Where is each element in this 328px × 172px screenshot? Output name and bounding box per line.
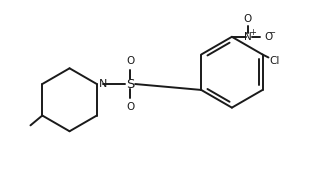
- Text: N: N: [244, 32, 252, 42]
- Text: N: N: [99, 79, 107, 89]
- Text: +: +: [249, 28, 256, 37]
- Text: O: O: [264, 32, 273, 42]
- Text: Cl: Cl: [269, 56, 280, 66]
- Text: −: −: [268, 28, 275, 37]
- Text: S: S: [126, 78, 134, 90]
- Text: O: O: [126, 102, 134, 112]
- Text: O: O: [126, 56, 134, 66]
- Text: O: O: [243, 14, 252, 24]
